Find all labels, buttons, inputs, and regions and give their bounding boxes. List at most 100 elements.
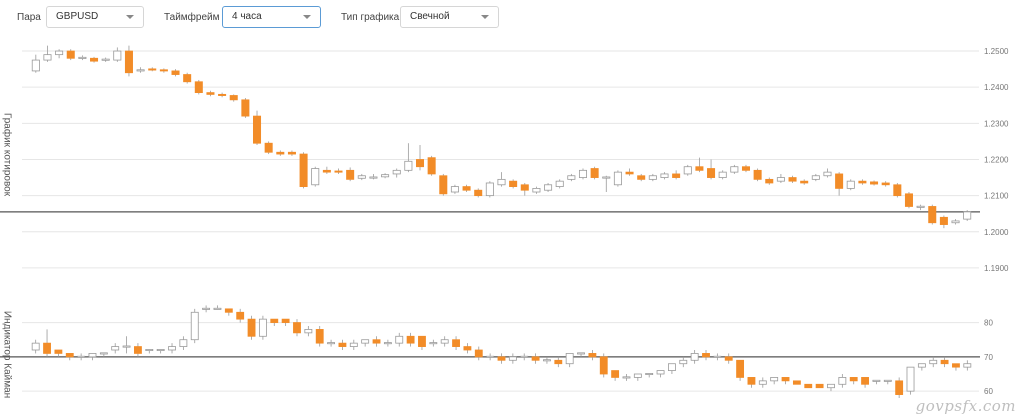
candle-body <box>904 193 913 207</box>
candle-bullish <box>838 374 847 388</box>
candle-body <box>532 187 541 193</box>
timeframe-select[interactable]: 4 часа <box>222 6 321 28</box>
candle-body <box>474 189 483 197</box>
candle-body <box>304 329 313 334</box>
candle-bullish <box>88 353 97 361</box>
candle-bullish <box>520 353 529 361</box>
candle-bearish <box>270 318 279 326</box>
candle-body <box>43 342 51 354</box>
candle-bullish <box>357 173 366 181</box>
candle-bearish <box>531 353 540 364</box>
watermark: govpsfx.com <box>915 397 1016 415</box>
candle-body <box>872 379 881 382</box>
candle-body <box>792 380 801 385</box>
candle-bearish <box>870 180 879 186</box>
y-tick-label: 1.2000 <box>984 228 1009 237</box>
y-tick-label: 1.2300 <box>984 119 1009 128</box>
price-chart: 1.2500 1.2400 1.2300 1.2200 1.2100 1.2000 1.19… <box>0 45 1009 273</box>
candle-bearish <box>322 166 331 174</box>
y-tick-label: 1.2200 <box>984 155 1009 164</box>
candle-bearish <box>229 94 238 102</box>
candle-body <box>190 311 199 341</box>
candle-body <box>758 380 767 385</box>
candle-bearish <box>736 359 745 381</box>
candle-body <box>253 115 262 144</box>
candle-body <box>861 377 869 385</box>
candle-bullish <box>656 370 665 378</box>
candle-bearish <box>765 177 774 185</box>
y-tick-label: 60 <box>984 387 993 396</box>
candle-body <box>939 216 948 225</box>
candle-bullish <box>99 352 108 357</box>
chart-type-select-value: Свечной <box>410 11 450 22</box>
candle-body <box>788 177 797 182</box>
candle-body <box>281 318 290 323</box>
candle-bearish <box>893 182 902 198</box>
candle-body <box>247 318 256 337</box>
candle-bullish <box>77 353 86 361</box>
candle-body <box>881 182 890 186</box>
chart-type-select[interactable]: Свечной <box>400 6 499 28</box>
candle-body <box>54 349 63 354</box>
candle-body <box>940 359 949 365</box>
candle-body <box>171 70 180 75</box>
candle-bearish <box>124 45 133 77</box>
chart-type-label: Тип графика <box>341 12 400 23</box>
candle-body <box>929 359 938 365</box>
candle-bullish <box>395 332 404 347</box>
candle-bearish <box>599 353 608 378</box>
candle-body <box>43 54 52 61</box>
candle-bearish <box>247 315 256 340</box>
candle-body <box>823 171 832 177</box>
candle-bullish <box>963 210 972 221</box>
candle-bullish <box>718 170 727 180</box>
candle-bullish <box>383 339 392 347</box>
candle-bullish <box>827 383 835 392</box>
candle-bullish <box>55 49 64 59</box>
candle-bearish <box>171 69 180 77</box>
candle-body <box>322 169 331 173</box>
candle-bearish <box>940 356 949 368</box>
pair-select[interactable]: GBPUSD <box>46 6 144 28</box>
candle-bullish <box>683 164 692 176</box>
candle-body <box>159 69 168 72</box>
candle-body <box>338 342 347 347</box>
candle-body <box>846 180 855 189</box>
candle-bearish <box>904 192 913 209</box>
candle-bearish <box>183 72 192 84</box>
candle-bullish <box>485 181 494 198</box>
candle-body <box>508 356 517 361</box>
candle-bullish <box>690 350 699 364</box>
candle-body <box>645 373 654 376</box>
candle-bullish <box>565 353 574 368</box>
candle-bearish <box>588 350 597 361</box>
candle-bullish <box>883 379 892 385</box>
candle-bearish <box>590 166 599 180</box>
candle-bullish <box>381 173 390 179</box>
candle-bearish <box>334 168 343 174</box>
candle-body <box>718 171 727 178</box>
candle-bullish <box>31 54 40 73</box>
timeframe-label: Таймфрейм <box>164 12 220 23</box>
candle-body <box>372 339 381 344</box>
candle-body <box>270 318 279 323</box>
candle-bullish <box>555 179 564 189</box>
candle-body <box>418 335 426 347</box>
candle-bearish <box>372 336 381 347</box>
candle-body <box>724 356 733 361</box>
candle-body <box>145 349 154 352</box>
candle-body <box>577 352 585 355</box>
candle-body <box>287 151 296 155</box>
candle-bullish <box>951 219 960 225</box>
candle-body <box>429 342 438 345</box>
candle-bullish <box>156 349 165 354</box>
candle-bullish <box>31 339 40 354</box>
candle-body <box>578 169 588 178</box>
candle-bullish <box>190 308 199 344</box>
candle-body <box>346 169 355 180</box>
candle-body <box>99 352 108 355</box>
candle-body <box>406 335 415 344</box>
candle-bearish <box>881 181 890 187</box>
candle-body <box>497 178 506 186</box>
candle-body <box>679 359 688 365</box>
